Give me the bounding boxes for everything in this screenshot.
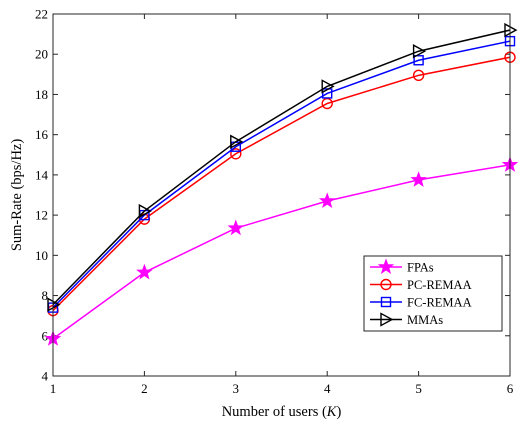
data-point-fpas (136, 263, 153, 280)
y-tick-label: 8 (42, 288, 49, 303)
legend: FPAs PC-REMAA FC-REMAA MMAs (363, 255, 503, 332)
data-point-pc-remaa (412, 69, 425, 82)
legend-item-fc-remaa: FC-REMAA (370, 296, 472, 310)
x-axis-label-end: ) (336, 404, 341, 420)
y-tick-label: 22 (35, 7, 48, 22)
data-point-fc-remaa (413, 55, 424, 66)
y-tick-label: 10 (35, 248, 48, 263)
data-point-fpas (227, 219, 245, 236)
legend-marker (377, 258, 395, 275)
y-tick-label: 16 (35, 127, 49, 142)
y-axis-label: Sum-Rate (bps/Hz) (9, 139, 25, 252)
data-point-mmas (230, 134, 244, 149)
legend-item-pc-remaa: PC-REMAA (370, 278, 472, 292)
legend-item-fpas: FPAs (370, 258, 434, 275)
x-tick-label: 4 (324, 381, 331, 396)
x-tick-label: 6 (507, 381, 514, 396)
legend-marker (380, 312, 394, 327)
data-point-mmas (412, 44, 427, 59)
legend-label: FC-REMAA (407, 296, 472, 310)
y-tick-label: 6 (42, 328, 49, 343)
legend-marker (380, 278, 392, 291)
x-tick-label: 2 (141, 381, 148, 396)
legend-item-mmas: MMAs (370, 312, 443, 327)
y-tick-label: 14 (35, 167, 49, 182)
x-tick-label: 5 (415, 381, 422, 396)
series-line-pc-remaa (52, 56, 511, 312)
data-point-mmas (138, 203, 152, 219)
legend-label: MMAs (407, 313, 443, 327)
y-tick-label: 20 (35, 47, 48, 62)
legend-marker (380, 296, 392, 308)
data-point-mmas (321, 79, 335, 94)
y-tick-label: 12 (35, 208, 48, 223)
data-point-fpas (318, 192, 336, 209)
series-line-fpas (52, 164, 511, 340)
x-axis-label-variable: K (326, 404, 338, 420)
x-tick-label: 3 (233, 381, 240, 396)
x-tick-label: 1 (50, 381, 57, 396)
data-point-pc-remaa (230, 148, 242, 160)
x-axis-label-text: Number of users ( (222, 404, 327, 420)
axes-box (52, 13, 511, 377)
legend-label: PC-REMAA (407, 278, 472, 292)
data-point-fpas (410, 171, 427, 187)
legend-label: FPAs (407, 261, 434, 275)
series-line-mmas (52, 29, 511, 306)
series-line-fc-remaa (52, 40, 511, 309)
y-tick-label: 18 (35, 87, 48, 102)
x-axis-label: Number of users (K) (222, 404, 342, 420)
y-tick-label: 4 (42, 369, 49, 384)
